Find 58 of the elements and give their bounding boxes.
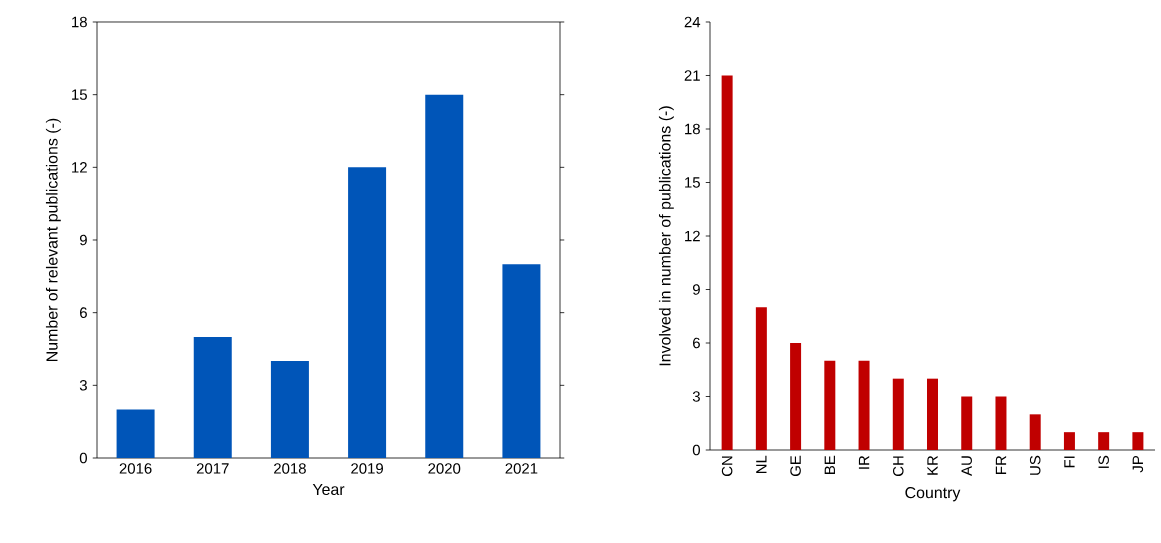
bar xyxy=(425,94,464,458)
bar xyxy=(858,360,870,450)
x-tick-label: US xyxy=(1029,455,1041,475)
x-tick-label: 2016 xyxy=(119,463,152,474)
bar xyxy=(1029,414,1041,450)
bar xyxy=(927,378,939,450)
y-axis-title: Number of relevant publications (-) xyxy=(45,118,61,361)
x-axis-title: Year xyxy=(312,483,345,496)
x-tick-label: FR xyxy=(995,455,1007,474)
y-tick-label: 0 xyxy=(692,444,700,456)
x-tick-label: IS xyxy=(1098,455,1109,468)
y-tick-label: 6 xyxy=(693,337,700,349)
y-tick-label: 6 xyxy=(80,307,87,318)
y-tick-label: 12 xyxy=(72,162,87,173)
x-tick-label: CN xyxy=(721,456,733,476)
bar xyxy=(193,336,232,458)
x-axis-title: Country xyxy=(905,486,961,502)
x-tick-label: NL xyxy=(756,455,767,474)
x-tick-label: 2020 xyxy=(428,463,461,474)
x-tick-label: CH xyxy=(892,456,904,476)
bar xyxy=(1132,432,1144,450)
x-tick-label: 2017 xyxy=(196,463,229,474)
bar xyxy=(1063,432,1075,450)
y-tick-label: 21 xyxy=(684,70,700,81)
x-tick-label: 2018 xyxy=(274,463,306,474)
y-tick-label: 24 xyxy=(684,16,701,28)
y-tick-label: 9 xyxy=(692,284,700,295)
y-tick-label: 15 xyxy=(72,89,87,100)
bar xyxy=(1098,432,1110,450)
y-tick-label: 15 xyxy=(685,177,700,188)
bar xyxy=(116,409,155,458)
x-tick-label: KR xyxy=(927,455,938,475)
x-tick-label: BE xyxy=(824,455,835,474)
bar xyxy=(755,307,767,450)
y-tick-label: 9 xyxy=(79,234,87,246)
x-tick-label: 2019 xyxy=(351,463,383,474)
bar xyxy=(961,396,973,450)
y-tick-label: 3 xyxy=(79,380,87,391)
y-axis-title: Involved in number of publications (-) xyxy=(658,106,674,366)
bar xyxy=(502,264,541,458)
y-tick-label: 12 xyxy=(685,230,700,242)
y-tick-label: 0 xyxy=(79,452,87,464)
x-tick-label: GE xyxy=(790,455,801,477)
bar xyxy=(790,343,802,450)
bar xyxy=(995,396,1007,450)
x-tick-label: 2021 xyxy=(505,463,538,474)
bar xyxy=(270,361,309,458)
bar xyxy=(721,75,733,450)
bar xyxy=(348,167,387,458)
x-tick-label: AU xyxy=(961,456,972,476)
x-tick-label: FI xyxy=(1064,456,1075,468)
y-tick-label: 18 xyxy=(685,123,700,135)
y-tick-label: 18 xyxy=(72,16,87,28)
x-tick-label: JP xyxy=(1132,455,1144,473)
bar xyxy=(892,378,904,450)
y-tick-label: 3 xyxy=(692,391,700,402)
x-tick-label: IR xyxy=(858,455,870,469)
bar xyxy=(824,360,836,450)
